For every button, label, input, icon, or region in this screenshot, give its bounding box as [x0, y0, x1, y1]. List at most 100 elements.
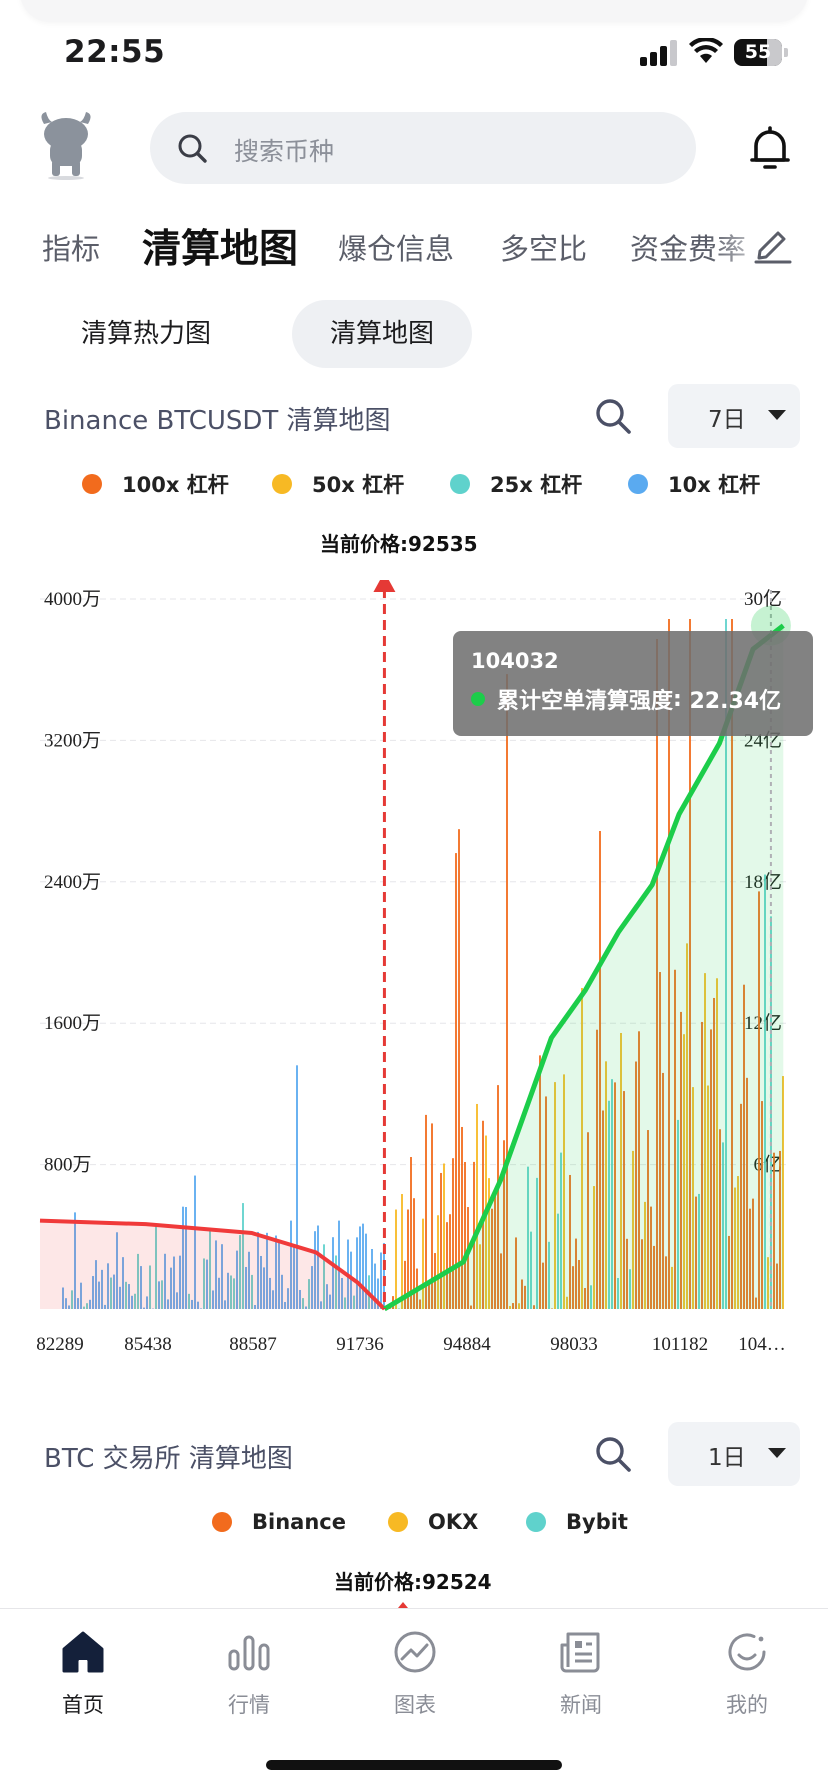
- liquidation-bar: [203, 1258, 205, 1309]
- sheet-top-edge: [20, 0, 808, 22]
- chart2-legend: Binance OKX Bybit: [0, 1502, 828, 1542]
- x-tick-label: 85438: [124, 1334, 172, 1355]
- nav-profile[interactable]: 我的: [664, 1609, 828, 1719]
- legend-25x[interactable]: 25x 杠杆: [450, 464, 582, 504]
- liquidation-bar: [170, 1267, 172, 1309]
- liquidation-bar: [281, 1274, 283, 1309]
- tab-liquidation-map[interactable]: 清算地图: [142, 227, 299, 272]
- liquidation-bar: [425, 1114, 427, 1309]
- y-left-tick-label: 2400万: [44, 872, 101, 893]
- tooltip-dot: [471, 692, 485, 706]
- liquidation-bar: [146, 1296, 148, 1309]
- bell-icon[interactable]: [748, 126, 792, 172]
- chart1-legend: 100x 杠杆 50x 杠杆 25x 杠杆 10x 杠杆: [0, 464, 828, 504]
- liquidation-bar: [323, 1244, 325, 1309]
- nav-market[interactable]: 行情: [166, 1609, 332, 1719]
- edit-pencil-icon[interactable]: [752, 224, 792, 264]
- liquidation-bar: [641, 1239, 643, 1309]
- liquidation-bar: [566, 1296, 568, 1309]
- liquidation-bar: [74, 1212, 76, 1309]
- liquidation-bar: [89, 1299, 91, 1309]
- liquidation-bar: [707, 1085, 709, 1309]
- chart2-period-select[interactable]: 1日: [668, 1422, 800, 1486]
- tab-indicators[interactable]: 指标: [42, 232, 101, 266]
- subtab-liquidation-map[interactable]: 清算地图: [292, 300, 472, 368]
- chart2-search-icon[interactable]: [594, 1435, 632, 1473]
- legend-50x[interactable]: 50x 杠杆: [272, 464, 404, 504]
- tooltip-series-row: 累计空单清算强度 : 22.34亿: [471, 683, 781, 715]
- liquidation-bar: [728, 1235, 730, 1309]
- legend-okx[interactable]: OKX: [388, 1502, 478, 1542]
- liquidation-bar: [107, 1263, 109, 1309]
- liquidation-bar: [221, 1244, 223, 1309]
- liquidation-bar: [575, 1238, 577, 1309]
- legend-bybit[interactable]: Bybit: [526, 1502, 628, 1542]
- liquidation-bar: [491, 1208, 493, 1309]
- search-bar[interactable]: 搜索币种: [150, 112, 696, 184]
- liquidation-bar: [404, 1260, 406, 1309]
- liquidation-bar: [515, 1237, 517, 1309]
- liquidation-bar: [287, 1288, 289, 1309]
- subtab-heatmap[interactable]: 清算热力图: [80, 319, 211, 349]
- liquidation-bar: [584, 1288, 586, 1309]
- tab-liquidation-info[interactable]: 爆仓信息: [338, 232, 455, 266]
- liquidation-bar: [413, 1198, 415, 1309]
- nav-home[interactable]: 首页: [0, 1609, 166, 1719]
- chart1-period-select[interactable]: 7日: [668, 384, 800, 448]
- liquidation-bar: [695, 1196, 697, 1309]
- liquidation-bar: [341, 1277, 343, 1309]
- liquidation-bar: [458, 829, 460, 1309]
- liquidation-bar: [701, 1021, 703, 1309]
- liquidation-bar: [722, 1142, 724, 1309]
- liquidation-bar: [449, 1214, 451, 1309]
- liquidation-bar: [539, 1055, 541, 1309]
- liquidation-bar: [350, 1251, 352, 1309]
- liquidation-bar: [764, 874, 766, 1309]
- liquidation-bar: [767, 1257, 769, 1309]
- liquidation-bar: [380, 1252, 382, 1309]
- liquidation-bar: [284, 1301, 286, 1309]
- liquidation-bar: [677, 1119, 679, 1309]
- liquidation-bar: [602, 1110, 604, 1309]
- chart2-period-value: 1日: [708, 1445, 746, 1471]
- liquidation-bar: [296, 1065, 298, 1309]
- liquidation-bar: [560, 1152, 562, 1309]
- liquidation-bar: [590, 1285, 592, 1309]
- liquidation-bar: [587, 1132, 589, 1309]
- liquidation-bar: [164, 1253, 166, 1309]
- x-tick-label: 88587: [229, 1334, 277, 1355]
- cumulative-long-line: [39, 1218, 386, 1311]
- cellular-signal-icon: [640, 40, 677, 66]
- liquidation-bar: [740, 1103, 742, 1309]
- liquidation-bar: [644, 1201, 646, 1309]
- profile-smile-icon: [728, 1633, 766, 1671]
- cumulative-long-area: [40, 1220, 385, 1309]
- legend-10x[interactable]: 10x 杠杆: [628, 464, 760, 504]
- liquidation-bar: [101, 1269, 103, 1309]
- liquidation-bar: [671, 1266, 673, 1309]
- liquidation-bar: [410, 1157, 412, 1309]
- liquidation-bar: [581, 987, 583, 1309]
- liquidation-bar: [758, 891, 760, 1309]
- legend-dot: [82, 474, 102, 494]
- liquidation-bar: [206, 1259, 208, 1309]
- liquidation-bar: [275, 1235, 277, 1309]
- bull-avatar-icon[interactable]: [36, 110, 96, 180]
- liquidation-bar: [653, 1245, 655, 1309]
- liquidation-bar: [92, 1276, 94, 1309]
- liquidation-bar: [95, 1260, 97, 1309]
- liquidation-bar: [338, 1220, 340, 1309]
- chart1-search-icon[interactable]: [594, 397, 632, 435]
- liquidation-bar: [269, 1277, 271, 1309]
- liquidation-bar: [518, 1303, 520, 1309]
- y-left-tick-label: 3200万: [44, 730, 101, 751]
- legend-binance[interactable]: Binance: [212, 1502, 346, 1542]
- nav-news[interactable]: 新闻: [498, 1609, 664, 1719]
- nav-charts[interactable]: 图表: [332, 1609, 498, 1719]
- search-icon: [178, 134, 207, 163]
- liquidation-bar: [506, 674, 508, 1309]
- legend-100x[interactable]: 100x 杠杆: [82, 464, 229, 504]
- tab-long-short-ratio[interactable]: 多空比: [500, 232, 588, 266]
- liquidation-bar: [257, 1231, 259, 1309]
- legend-dot: [388, 1512, 408, 1532]
